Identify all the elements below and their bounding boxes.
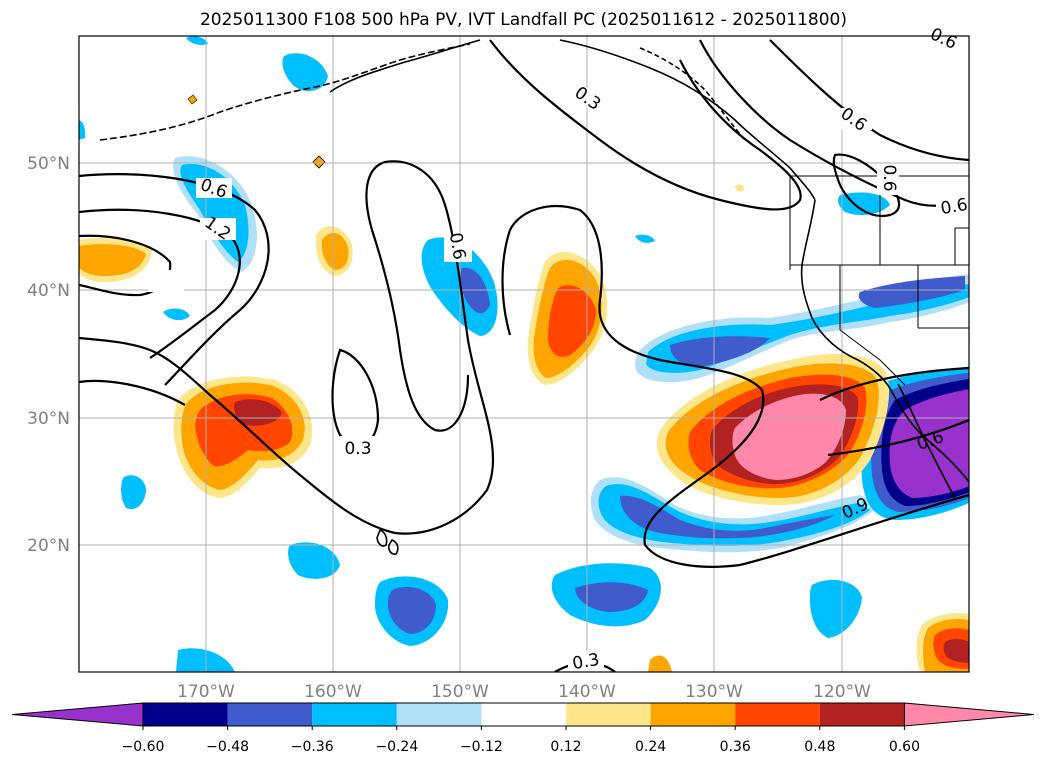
lat-label-40: 40°N: [27, 281, 70, 301]
colorbar-tick-label: 0.12: [550, 739, 581, 755]
lat-label-50: 50°N: [27, 154, 70, 174]
gridlines: [79, 36, 969, 672]
colorbar-tick-label: −0.48: [206, 739, 249, 755]
lon-label-170w: 170°W: [177, 682, 235, 702]
negative-anomaly-small-b: [121, 475, 146, 510]
positive-anomaly-dot-c: [735, 184, 744, 192]
lat-labels: 50°N 40°N 30°N 20°N: [27, 154, 70, 556]
colorbar-extend-low: [11, 702, 144, 727]
negative-anomaly-small-e: [837, 192, 890, 216]
contour-label-c: 0.3: [571, 650, 601, 674]
negative-anomaly-top: [186, 36, 208, 45]
colorbar-segment: [143, 703, 228, 726]
negative-anomaly-small-c: [810, 579, 862, 638]
colorbar-segment: [735, 703, 820, 726]
negative-anomaly-aleutian: [282, 53, 328, 92]
positive-anomaly-west: [79, 238, 152, 282]
negative-anomaly-south-band: [590, 477, 880, 553]
lon-label-150w: 150°W: [431, 682, 489, 702]
negative-anomaly-south-central: [551, 563, 661, 627]
colorbar-segment: [312, 703, 397, 726]
colorbar-tick-label: −0.12: [460, 739, 503, 755]
positive-anomaly-bottom: [648, 655, 672, 672]
negative-anomaly-west-coast-band: [635, 274, 969, 383]
pv-contours: [79, 39, 969, 672]
colorbar-extend-high: [903, 702, 1035, 727]
lat-label-30: 30°N: [27, 409, 70, 429]
shading-layer: [79, 36, 969, 672]
lon-label-160w: 160°W: [304, 682, 362, 702]
negative-anomaly-hawaii-south: [375, 576, 449, 646]
colorbar-segment: [819, 703, 905, 726]
colorbar-segment: [566, 703, 651, 726]
negative-anomaly-tiny: [635, 234, 655, 243]
colorbar-tick-label: 0.36: [720, 739, 751, 755]
lat-label-20: 20°N: [27, 536, 70, 556]
chart-title: 2025011300 F108 500 hPa PV, IVT Landfall…: [199, 10, 847, 30]
contour-label-b: 0.3: [344, 439, 371, 459]
contour-label-e: 0.6: [445, 231, 469, 261]
lon-label-130w: 130°W: [685, 682, 743, 702]
colorbar-tick-label: −0.36: [291, 739, 334, 755]
colorbar-tick-label: −0.24: [375, 739, 418, 755]
colorbar-segment: [481, 703, 566, 726]
positive-anomaly-southeast: [916, 612, 969, 672]
lon-label-120w: 120°W: [813, 682, 871, 702]
map-background: [79, 36, 969, 672]
positive-anomaly-small-north: [316, 226, 353, 276]
colorbar-segment: [396, 703, 482, 726]
negative-anomaly-small-a: [288, 542, 340, 579]
colorbar: −0.60 −0.48 −0.36 −0.24 −0.12 0.12 0.24 0.36 0.4…: [11, 702, 1035, 755]
negative-anomaly-edge: [79, 120, 86, 140]
positive-anomaly-dot-b: [187, 94, 198, 105]
contour-labels: 0.3 0.3 0.3 0.6 0.6 0.6 0.6 0.6 0.6 0.6 …: [148, 24, 970, 674]
colorbar-segment: [650, 703, 736, 726]
colorbar-tick-label: 0.60: [889, 739, 920, 755]
colorbar-segment: [227, 703, 313, 726]
colorbar-tick-label: −0.60: [122, 739, 165, 755]
contour-label-g: 0.6: [939, 195, 969, 219]
colorbar-tick-label: 0.48: [804, 739, 835, 755]
lon-labels: 170°W 160°W 150°W 140°W 130°W 120°W: [177, 682, 871, 702]
colorbar-frame: [142, 702, 905, 727]
negative-anomaly-small-f: [163, 308, 190, 321]
map-frame: [78, 35, 970, 673]
lon-label-140w: 140°W: [558, 682, 616, 702]
positive-anomaly-dot-a: [312, 155, 326, 169]
contour-label-i: 0.6: [879, 164, 899, 191]
colorbar-tick-label: 0.24: [635, 739, 666, 755]
